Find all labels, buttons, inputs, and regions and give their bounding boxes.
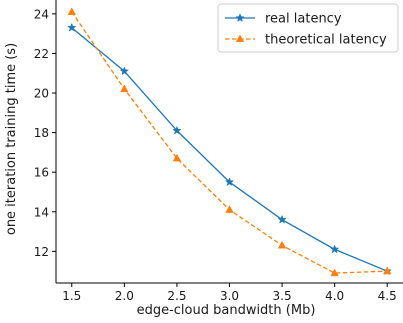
legend-box: [217, 3, 399, 53]
y-ticks: 12 14 16 18 20 22 24: [34, 7, 56, 259]
legend-label-real-latency: real latency: [265, 12, 342, 27]
data-point-theoretical-latency: [67, 7, 76, 15]
data-point-theoretical-latency: [383, 266, 392, 275]
legend: real latency theoretical latency: [217, 3, 399, 53]
legend-marker-theoretical-latency: [235, 34, 245, 43]
series-line-real-latency: [71, 27, 388, 272]
data-point-real-latency: [329, 244, 340, 254]
y-axis-label: one iteration training time (s): [4, 43, 19, 235]
x-axis-label: edge-cloud bandwidth (Mb): [137, 303, 316, 318]
legend-marker-shape-theoretical-latency: [235, 34, 245, 43]
legend-marker-real-latency: [235, 13, 245, 22]
data-point-real-latency: [119, 66, 130, 76]
x-tick-label: 3.5: [273, 289, 292, 303]
data-point-real-latency: [172, 125, 182, 135]
x-tick-label: 1.5: [62, 289, 81, 303]
y-tick-label: 16: [34, 166, 49, 180]
data-point-theoretical-latency: [225, 205, 234, 213]
x-tick-label: 3.0: [220, 289, 239, 303]
data-point-theoretical-latency: [120, 84, 129, 93]
x-tick-label: 2.5: [167, 289, 186, 303]
x-ticks: 1.5 2.0 2.5 3.0 3.5 4.0 4.5: [62, 283, 397, 303]
legend-label-theoretical-latency: theoretical latency: [265, 33, 387, 48]
y-tick-label: 22: [34, 47, 49, 61]
series-real-latency: [67, 22, 392, 276]
series-group: [67, 7, 392, 277]
data-point-real-latency: [277, 214, 287, 224]
legend-entry-theoretical-latency: theoretical latency: [225, 33, 387, 48]
y-tick-label: 20: [34, 87, 49, 101]
x-tick-label: 2.0: [115, 289, 134, 303]
y-tick-label: 12: [34, 245, 49, 259]
x-tick-label: 4.5: [378, 289, 397, 303]
data-point-real-latency: [224, 177, 235, 187]
data-point-theoretical-latency: [330, 268, 339, 277]
data-point-theoretical-latency: [277, 240, 287, 249]
data-point-theoretical-latency: [172, 153, 182, 162]
data-point-real-latency: [67, 22, 77, 32]
legend-entry-real-latency: real latency: [225, 12, 342, 27]
x-tick-label: 4.0: [325, 289, 344, 303]
series-theoretical-latency: [67, 7, 392, 277]
legend-marker-shape-real-latency: [235, 13, 245, 22]
y-tick-label: 18: [34, 126, 49, 140]
y-tick-label: 14: [34, 205, 49, 219]
y-tick-label: 24: [34, 7, 49, 21]
